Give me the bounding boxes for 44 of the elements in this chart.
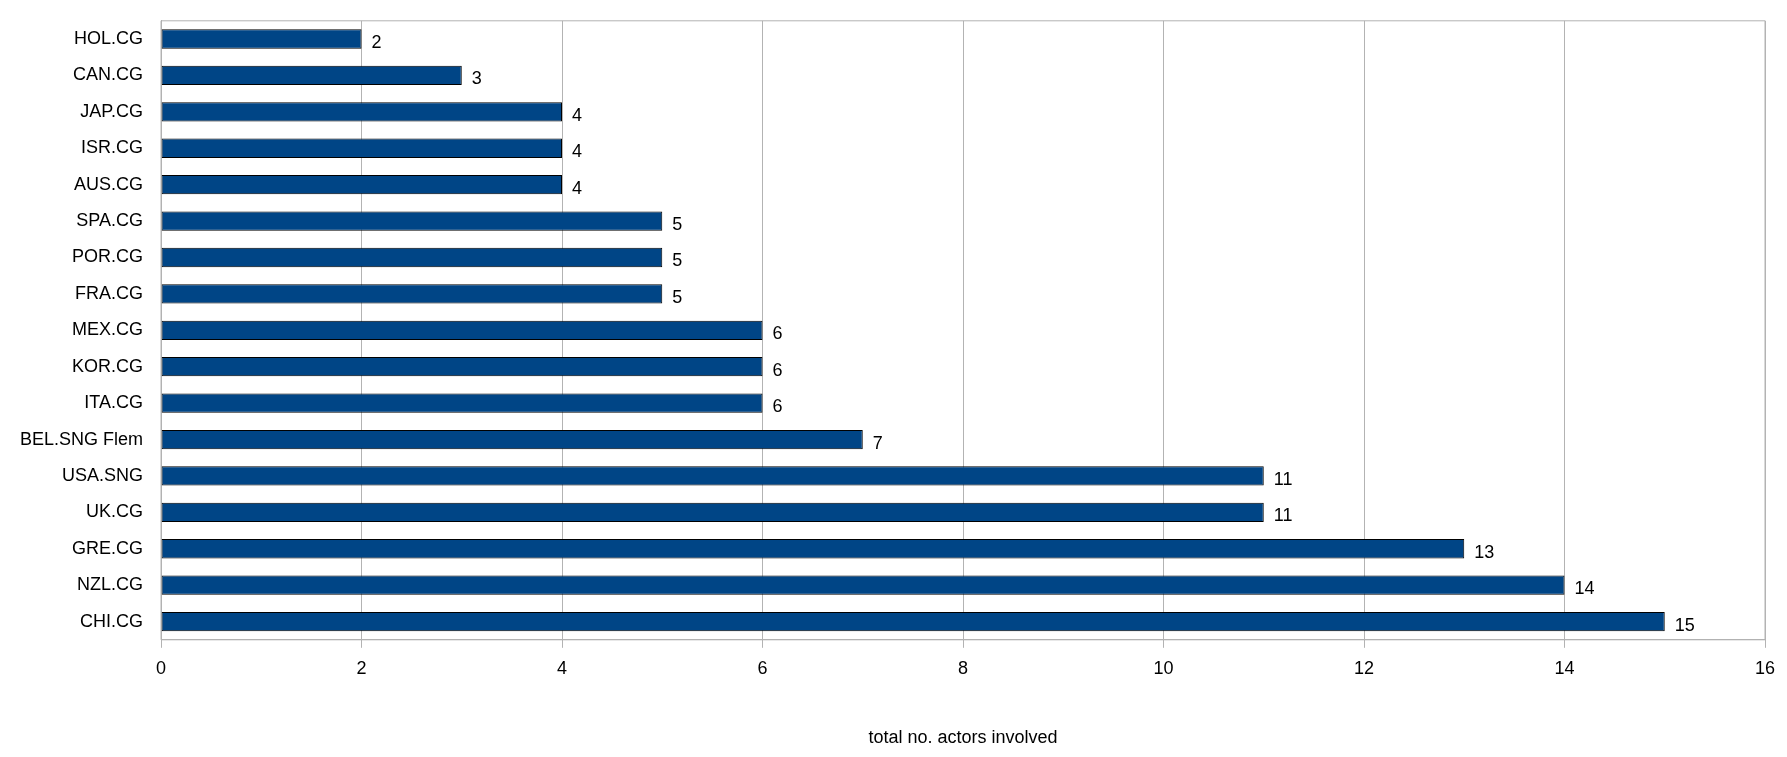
y-tick-label: BEL.SNG Flem (20, 428, 144, 449)
x-tick-label: 8 (958, 657, 969, 678)
data-label: 13 (1474, 541, 1495, 562)
y-tick-label: CHI.CG (80, 610, 144, 631)
y-tick-label: NZL.CG (77, 574, 144, 595)
data-label: 7 (872, 432, 883, 453)
data-label: 6 (772, 323, 783, 344)
x-tick-label: 4 (557, 657, 568, 678)
y-tick-label: CAN.CG (73, 64, 144, 85)
x-tick-label: 2 (356, 657, 367, 678)
data-label: 11 (1273, 505, 1293, 526)
data-label: 14 (1574, 578, 1595, 599)
data-label: 4 (572, 104, 583, 125)
data-label: 15 (1674, 614, 1695, 635)
data-label: 5 (672, 214, 683, 235)
data-label: 2 (371, 31, 382, 52)
x-tick-label: 12 (1353, 657, 1375, 678)
y-tick-label: HOL.CG (74, 27, 144, 48)
x-tick-label: 16 (1754, 657, 1776, 678)
y-tick-label: JAP.CG (80, 100, 144, 121)
y-tick-label: USA.SNG (62, 464, 144, 485)
data-label: 4 (572, 141, 583, 162)
x-axis-title: total no. actors involved (868, 727, 1058, 748)
y-tick-label: MEX.CG (72, 319, 144, 340)
y-tick-label: SPA.CG (76, 210, 144, 231)
y-tick-label: UK.CG (86, 501, 144, 522)
data-label: 11 (1273, 468, 1293, 489)
y-tick-label: ITA.CG (84, 392, 144, 413)
x-tick-label: 0 (156, 657, 167, 678)
data-label: 3 (471, 68, 482, 89)
y-tick-label: AUS.CG (74, 173, 144, 194)
data-label: 6 (772, 396, 783, 417)
y-tick-label: POR.CG (72, 246, 144, 267)
x-tick-label: 6 (757, 657, 768, 678)
data-label: 4 (572, 177, 583, 198)
data-label: 6 (772, 359, 783, 380)
y-tick-label: GRE.CG (72, 537, 144, 558)
y-tick-label: KOR.CG (72, 355, 144, 376)
data-label: 5 (672, 250, 683, 271)
x-tick-label: 10 (1153, 657, 1174, 678)
x-tick-label: 14 (1554, 657, 1575, 678)
y-tick-label: FRA.CG (75, 282, 144, 303)
data-label: 5 (672, 286, 683, 307)
y-tick-label: ISR.CG (81, 137, 144, 158)
